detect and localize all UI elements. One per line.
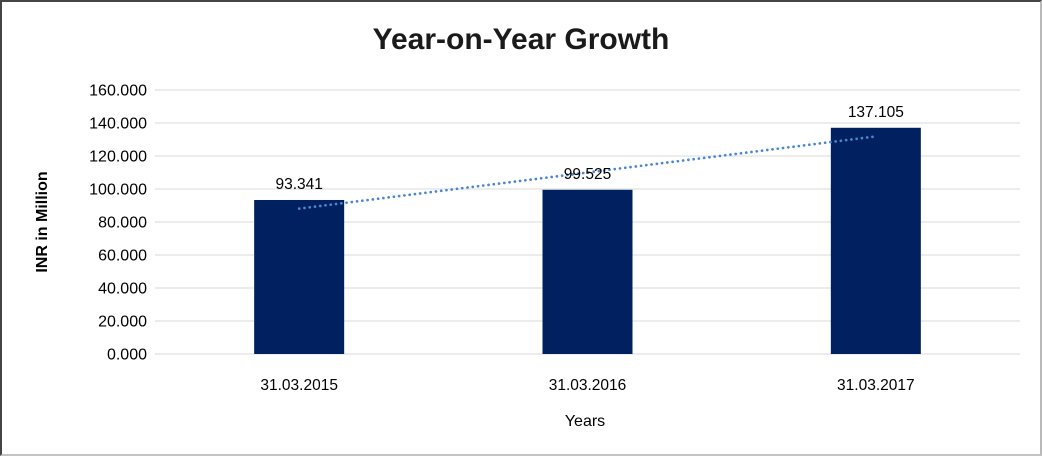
y-tick-label: 120.000 (89, 149, 147, 166)
y-tick-label: 80.000 (98, 215, 147, 232)
y-axis-title: INR in Million (34, 171, 51, 273)
y-tick-label: 160.000 (89, 83, 147, 100)
x-tick-label: 31.03.2015 (260, 377, 338, 394)
trendline (297, 135, 878, 210)
y-tick-label: 40.000 (98, 281, 147, 298)
y-tick-label: 140.000 (89, 116, 147, 133)
y-tick-label: 0.000 (107, 347, 147, 364)
x-axis-title: Years (564, 413, 606, 430)
bar-data-label: 93.341 (275, 176, 322, 193)
y-tick-label: 100.000 (89, 182, 147, 199)
bar (830, 127, 921, 354)
y-tick-label: 20.000 (98, 314, 147, 331)
bar (542, 189, 633, 354)
x-tick-label: 31.03.2016 (549, 377, 627, 394)
bar (254, 199, 345, 354)
bar-data-label: 99.525 (564, 166, 611, 183)
y-tick-label: 60.000 (98, 248, 147, 265)
bar-data-label: 137.105 (848, 104, 904, 121)
chart-title: Year-on-Year Growth (372, 23, 670, 56)
x-tick-label: 31.03.2017 (837, 377, 915, 394)
